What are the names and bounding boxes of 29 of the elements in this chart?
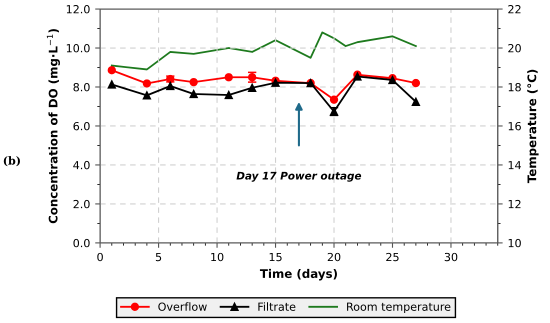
y2-tick-label: 12 xyxy=(508,200,520,208)
y-tick-label: 0.0 xyxy=(73,238,90,248)
y-tick-label: 4.0 xyxy=(73,160,90,170)
x-tick-label: 25 xyxy=(386,252,399,262)
y-axis-title: Concentration of DO (mg·L$^{−1}$) xyxy=(46,29,60,224)
y-tick-label: 10.0 xyxy=(66,44,90,52)
y2-axis-title: Temperature (°C) xyxy=(527,70,539,184)
x-tick-label: 15 xyxy=(270,252,282,262)
x-tick-label: 0 xyxy=(97,252,103,262)
y2-tick-label: 10 xyxy=(508,238,521,248)
y-tick-label: 12.0 xyxy=(66,5,90,14)
y2-tick-label: 14 xyxy=(508,161,521,170)
y2-tick-label: 18 xyxy=(508,82,521,92)
legend-label: Room temperature xyxy=(347,302,450,313)
y-tick-label: 8.0 xyxy=(73,82,90,92)
y-tick-label: 6.0 xyxy=(73,122,90,130)
x-tick-label: 10 xyxy=(211,252,224,262)
x-tick-label: 20 xyxy=(328,252,340,262)
annotation: Day 17 Power outage xyxy=(236,172,362,182)
y2-tick-label: 20 xyxy=(508,44,521,52)
x-tick-label: 30 xyxy=(444,252,458,262)
y-tick-label: 2.0 xyxy=(74,200,90,208)
y2-tick-label: 16 xyxy=(508,122,521,130)
legend-label: Overflow xyxy=(158,302,207,311)
text: (b) xyxy=(4,156,20,166)
y2-tick-label: 22 xyxy=(508,5,520,14)
x-tick-label: 5 xyxy=(156,252,162,262)
x-axis-title: Time (days) xyxy=(260,268,337,280)
legend-label: Filtrate xyxy=(258,302,296,311)
